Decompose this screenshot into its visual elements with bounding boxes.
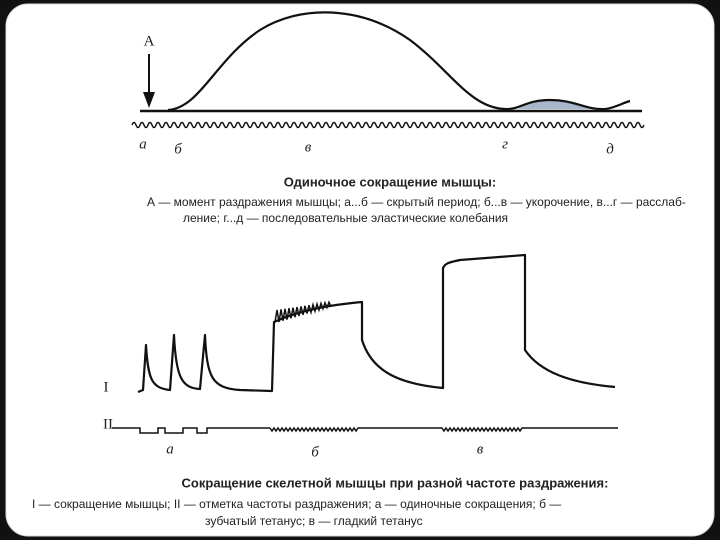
phase-label: в: [305, 139, 312, 155]
caption-line: А — момент раздражения мышцы; а...б — ск…: [147, 195, 686, 209]
mode-label: а: [166, 441, 174, 457]
marker-label: А: [144, 33, 155, 49]
stimulus-marks: [269, 426, 618, 433]
trace-label: II: [103, 416, 113, 432]
phase-label: б: [174, 141, 182, 157]
figure-title: Сокращение скелетной мышцы при разной ча…: [182, 475, 609, 490]
mode-label: б: [311, 444, 319, 460]
stimulus-marks: [112, 427, 270, 434]
caption-line: ление; г...д — последовательные эластиче…: [183, 211, 508, 225]
slide-background: [5, 3, 715, 537]
trace-label: I: [104, 379, 109, 395]
single-twitch-curve: [167, 11, 631, 112]
caption-line: зубчатый тетанус; в — гладкий тетанус: [205, 514, 423, 528]
mode-label: в: [477, 441, 484, 457]
phase-label: д: [606, 141, 614, 157]
phase-label: г: [502, 136, 508, 152]
tetanus-ripple: [274, 300, 332, 323]
time-marker-wave: [131, 121, 645, 129]
phase-label: а: [139, 136, 147, 152]
figure-title: Одиночное сокращение мышцы:: [284, 174, 496, 189]
stimulus-arrowhead: [143, 92, 155, 108]
caption-line: I — сокращение мышцы; II — отметка часто…: [32, 497, 561, 511]
